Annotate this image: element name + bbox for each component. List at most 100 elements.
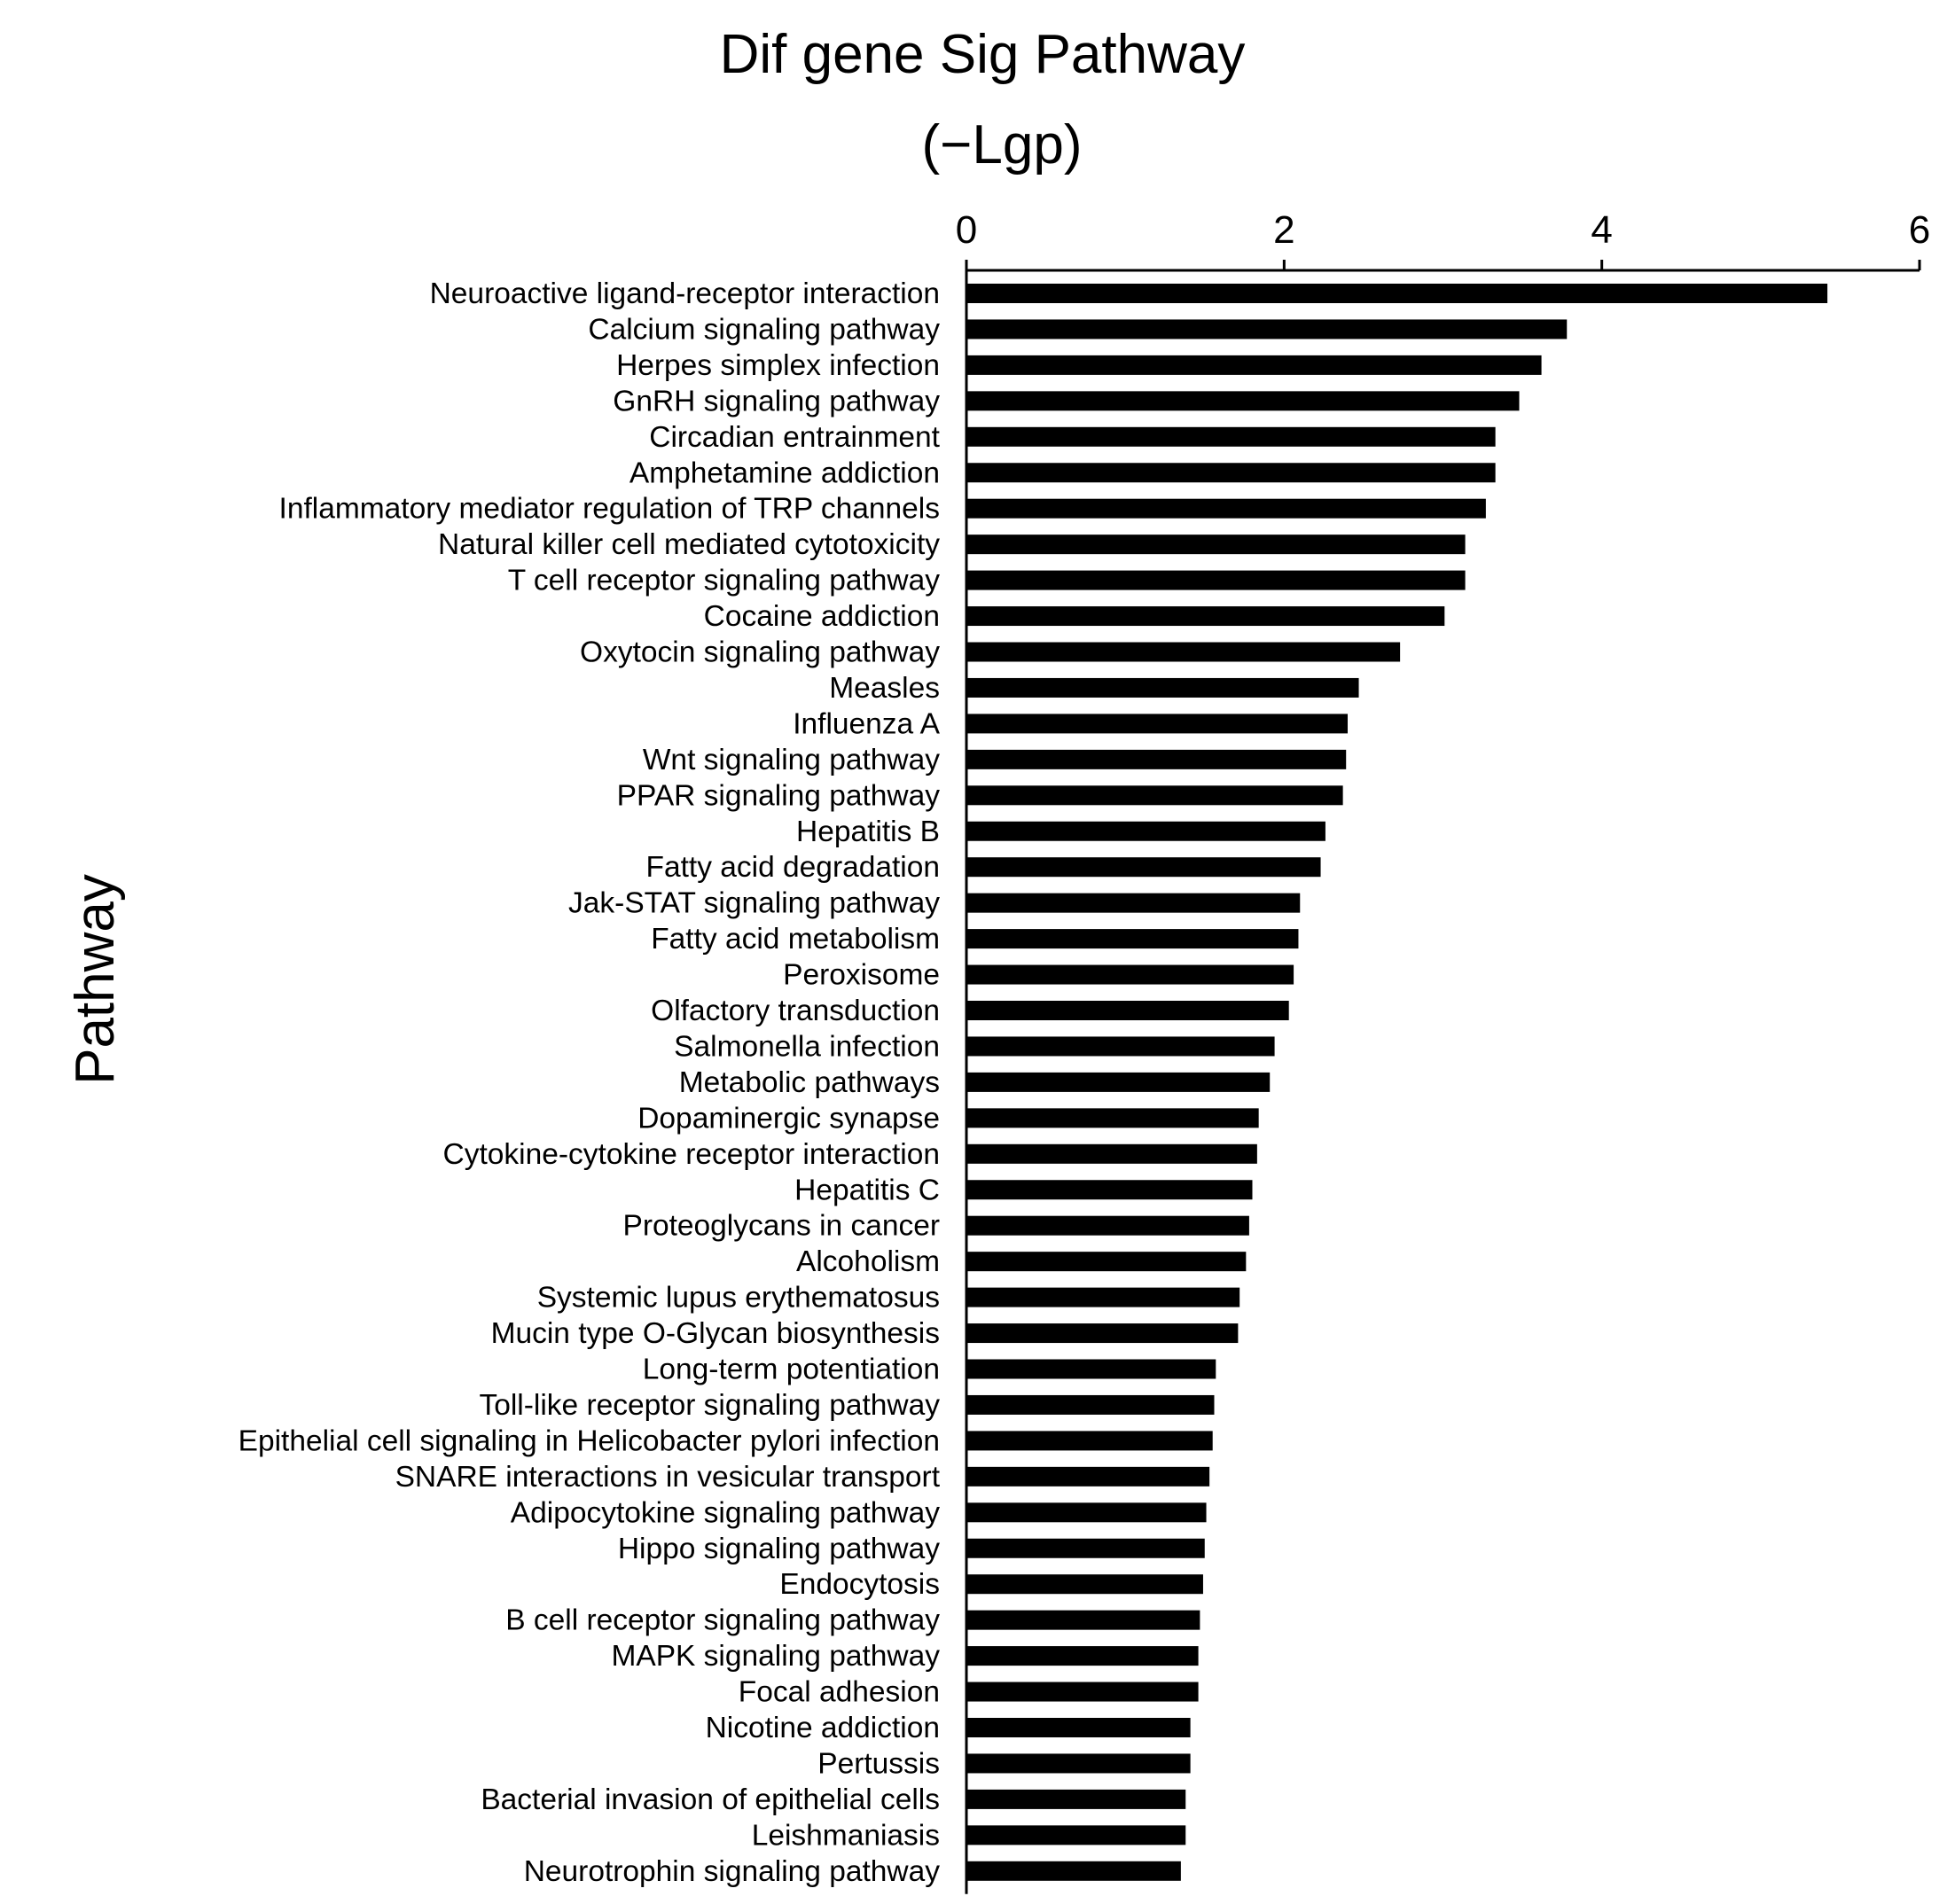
bar [966,749,1347,769]
bar [966,1466,1210,1487]
bar [966,964,1294,985]
bar [966,1718,1191,1737]
bar [966,284,1828,303]
bars [966,284,1828,1881]
bar [966,1072,1271,1092]
category-label: Circadian entrainment [649,421,940,454]
bar [966,1789,1186,1809]
category-labels: Neuroactive ligand-receptor interactionC… [239,277,941,1888]
category-label: GnRH signaling pathway [613,385,940,417]
category-label: Cocaine addiction [704,600,940,633]
bar [966,1574,1203,1595]
bar [966,1108,1259,1128]
bar [966,714,1348,734]
bar [966,1180,1253,1200]
bar [966,1538,1205,1558]
bar [966,606,1445,627]
y-axis-label: Pathway [65,874,126,1085]
bar [966,1610,1200,1630]
bar [966,1502,1207,1523]
category-label: Focal adhesion [739,1676,940,1709]
bar [966,1359,1216,1379]
category-label: Endocytosis [779,1568,940,1601]
category-label: Wnt signaling pathway [643,744,940,776]
category-label: Alcoholism [796,1245,940,1278]
category-label: Natural killer cell mediated cytotoxicit… [438,528,940,561]
category-label: Pertussis [817,1747,940,1780]
bar [966,1143,1257,1164]
category-label: B cell receptor signaling pathway [505,1604,940,1637]
bar [966,1753,1191,1774]
category-label: Leishmaniasis [752,1819,940,1852]
category-label: T cell receptor signaling pathway [508,565,941,597]
bar [966,570,1466,590]
bar [966,929,1299,949]
category-label: Long-term potentiation [643,1354,940,1386]
category-label: Toll-like receptor signaling pathway [479,1389,940,1422]
bar [966,893,1301,913]
category-label: Oxytocin signaling pathway [580,636,940,669]
category-label: Adipocytokine signaling pathway [511,1496,940,1529]
category-label: Amphetamine addiction [630,456,940,489]
category-label: Proteoglycans in cancer [622,1210,940,1243]
bar [966,535,1466,555]
bar [966,1252,1247,1272]
bar [966,1323,1239,1344]
category-label: Fatty acid metabolism [651,923,940,956]
category-label: Dopaminergic synapse [637,1102,940,1135]
bar [966,677,1359,698]
category-label: Influenza A [793,707,940,740]
category-label: Salmonella infection [674,1030,940,1063]
chart-title-line-2: (−Lgp) [922,114,1083,176]
category-label: Jak-STAT signaling pathway [568,887,940,920]
bar [966,1215,1249,1236]
chart-title-line-1: Dif gene Sig Pathway [720,24,1246,85]
bar [966,463,1496,483]
category-label: Hepatitis B [796,815,940,848]
category-label: Neuroactive ligand-receptor interaction [430,277,940,310]
bar [966,1825,1186,1845]
category-label: Metabolic pathways [679,1066,940,1099]
category-label: Hippo signaling pathway [618,1533,940,1565]
category-label: Fatty acid degradation [646,851,940,884]
bar [966,355,1542,375]
bar [966,1861,1181,1881]
category-label: MAPK signaling pathway [611,1640,940,1673]
category-label: Measles [829,672,940,705]
category-label: Mucin type O-Glycan biosynthesis [491,1317,940,1350]
bar [966,498,1486,519]
bar [966,1287,1240,1307]
category-label: Calcium signaling pathway [588,313,940,346]
bar [966,1646,1199,1666]
category-label: Inflammatory mediator regulation of TRP … [279,493,940,526]
bar [966,1001,1289,1020]
bar [966,319,1568,339]
x-tick-label: 4 [1591,208,1612,252]
x-tick-label: 2 [1273,208,1294,252]
bar [966,391,1520,411]
x-tick-label: 6 [1909,208,1930,252]
category-label: Hepatitis C [794,1174,940,1206]
category-label: SNARE interactions in vesicular transpor… [395,1461,941,1494]
bar [966,1682,1199,1702]
bar [966,1394,1215,1415]
category-label: Cytokine-cytokine receptor interaction [443,1138,940,1171]
category-label: Epithelial cell signaling in Helicobacte… [239,1424,940,1457]
bar [966,642,1401,662]
category-label: Herpes simplex infection [616,349,940,382]
category-label: Bacterial invasion of epithelial cells [481,1783,940,1816]
x-axis: 0 2 4 6 [956,208,1930,272]
x-tick-label: 0 [956,208,977,252]
bar [966,785,1343,806]
category-label: PPAR signaling pathway [617,779,941,812]
category-label: Peroxisome [783,959,940,992]
bar [966,821,1325,841]
category-label: Systemic lupus erythematosus [537,1282,940,1315]
category-label: Olfactory transduction [651,995,940,1027]
category-label: Neurotrophin signaling pathway [524,1855,941,1888]
bar [966,1431,1213,1451]
bar [966,857,1321,878]
bar [966,1036,1275,1057]
bar [966,426,1496,447]
